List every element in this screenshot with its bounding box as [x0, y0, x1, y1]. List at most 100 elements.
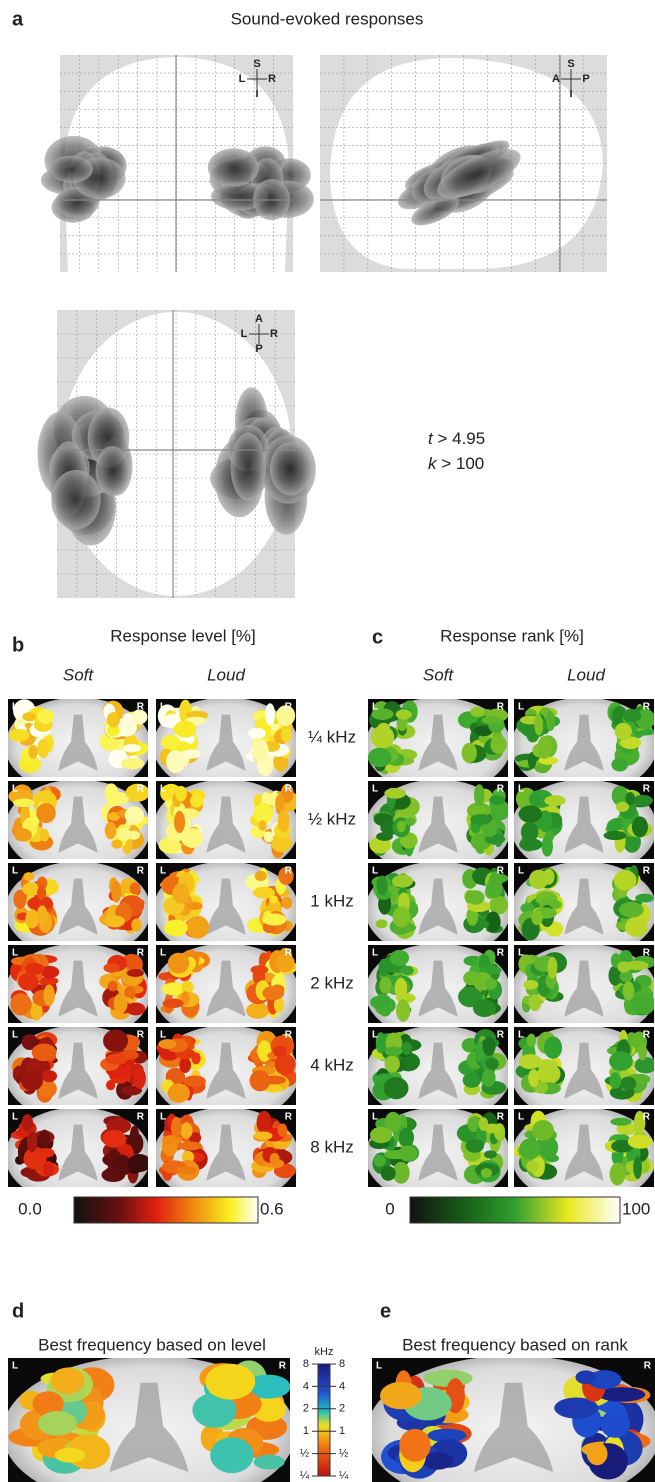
activation [396, 709, 412, 719]
hemisphere-label: L [12, 1361, 18, 1372]
activation [37, 739, 49, 758]
hemisphere-label: R [285, 702, 293, 713]
hemisphere-label: R [137, 1112, 145, 1123]
activation [528, 1069, 539, 1087]
threshold-k: k > 100 [428, 454, 484, 473]
scale-tick-label: 1 [303, 1425, 309, 1437]
hemisphere-label: R [497, 866, 505, 877]
activation [18, 973, 38, 991]
activation [530, 795, 542, 807]
activation [168, 1083, 190, 1102]
level-soft-slice: LR [5, 943, 151, 1040]
activation [617, 889, 627, 897]
rank-loud-slice: LR [511, 779, 655, 876]
hemisphere-label: L [12, 948, 18, 959]
activation [21, 1069, 43, 1091]
activation [519, 838, 542, 851]
activation [166, 750, 185, 773]
hemisphere-label: L [518, 702, 524, 713]
activation [547, 957, 557, 979]
hemisphere-label: L [160, 784, 166, 795]
slice-content [153, 1107, 299, 1204]
activation [625, 917, 648, 937]
activation [622, 709, 641, 722]
slice-content [365, 861, 511, 958]
activation [610, 1118, 631, 1126]
activation [108, 981, 118, 992]
activation [379, 1006, 391, 1017]
activation [164, 919, 188, 936]
scale-tick-label: 2 [303, 1403, 309, 1415]
panel-title: Best frequency based on level [38, 1335, 266, 1354]
activation [423, 1370, 472, 1387]
level-soft-slice: LR [5, 861, 151, 958]
activation [130, 882, 141, 894]
activation [546, 711, 556, 731]
hemisphere-label: R [285, 1112, 293, 1123]
activation [380, 1382, 422, 1409]
activation [600, 1411, 630, 1438]
orientation-label: I [569, 88, 572, 100]
activation [481, 1168, 492, 1178]
activation [485, 978, 497, 990]
hemisphere-label: L [372, 1112, 378, 1123]
activation [103, 1130, 126, 1148]
activation [381, 1166, 396, 1181]
scale-tick-label: 8 [339, 1358, 345, 1370]
activation [43, 984, 54, 1006]
activation [609, 1051, 633, 1070]
activation [486, 1058, 499, 1070]
activation [368, 748, 392, 768]
activation [37, 905, 48, 924]
activation [489, 795, 505, 805]
level-loud-slice: LR [153, 1025, 299, 1122]
rank-loud-slice: LR [511, 943, 655, 1040]
activation [49, 156, 93, 183]
activation [250, 1070, 271, 1091]
hemisphere-label: L [12, 1030, 18, 1041]
activation [118, 828, 131, 841]
hemisphere-label: L [160, 866, 166, 877]
activation [187, 902, 203, 910]
colorbar [74, 1197, 258, 1223]
activation [270, 1153, 280, 1165]
hemisphere-label: L [160, 1112, 166, 1123]
level-loud-slice: LR [153, 697, 299, 794]
activation [210, 1437, 253, 1473]
frequency-colorbar [318, 1364, 330, 1476]
activation [96, 446, 130, 495]
activation [208, 148, 259, 186]
panel-title: Best frequency based on rank [402, 1335, 628, 1354]
activation [32, 1044, 57, 1061]
activation [620, 1077, 637, 1091]
hemisphere-label: R [285, 784, 293, 795]
activation [163, 999, 184, 1008]
scale-tick-label: ½ [339, 1448, 348, 1460]
activation [10, 993, 31, 1015]
activation [385, 1055, 400, 1072]
activation [537, 736, 551, 759]
activation [544, 1036, 562, 1058]
glass-brain: ALRP [37, 310, 315, 598]
slice-content [5, 861, 151, 958]
glass-brain: SLRI [41, 55, 314, 272]
activation [467, 890, 484, 905]
hemisphere-label: L [518, 1112, 524, 1123]
activation [172, 883, 189, 903]
hemisphere-label: R [644, 1361, 652, 1372]
colorbar-min: 0.0 [18, 1199, 42, 1218]
activation [619, 902, 644, 918]
slice-content [5, 1025, 151, 1122]
activation [180, 1122, 193, 1138]
activation [396, 999, 410, 1022]
value: > 100 [437, 454, 485, 473]
activation [399, 1429, 430, 1462]
hemisphere-label: R [497, 1112, 505, 1123]
activation [526, 1160, 539, 1172]
activation [479, 1117, 489, 1131]
slice-content [365, 1107, 511, 1204]
rank-loud-slice: LR [511, 1107, 655, 1204]
activation [603, 831, 626, 840]
slice-content [511, 1025, 655, 1122]
